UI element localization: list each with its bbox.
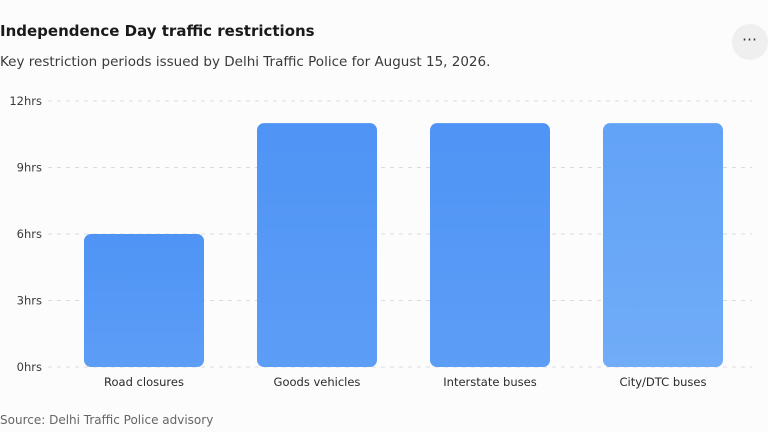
bar-interstate-buses[interactable]: [430, 123, 550, 368]
x-category-label: Interstate buses: [443, 375, 536, 389]
label-layer: 0hrs 3hrs 6hrs 9hrs 12hrs Road closures Goods …: [9, 94, 706, 389]
source-note: Source: Delhi Traffic Police advisory: [0, 413, 214, 427]
bar-road-closures[interactable]: [84, 234, 204, 367]
bar-goods-vehicles[interactable]: [257, 123, 377, 368]
x-category-label: City/DTC buses: [620, 375, 707, 389]
bar-layer: [84, 123, 723, 368]
x-category-label: Goods vehicles: [274, 375, 361, 389]
y-tick-label: 3hrs: [17, 294, 42, 308]
y-tick-label: 9hrs: [17, 161, 42, 175]
x-category-label: Road closures: [104, 375, 184, 389]
y-tick-label: 6hrs: [17, 227, 42, 241]
y-tick-label: 0hrs: [17, 360, 42, 374]
chart-subtitle: Key restriction periods issued by Delhi …: [0, 54, 491, 70]
more-options-icon: ⋯: [742, 30, 758, 48]
bar-city-dtc-buses[interactable]: [603, 123, 723, 368]
more-options-button[interactable]: ⋯: [732, 24, 768, 60]
chart-title: Independence Day traffic restrictions: [0, 22, 315, 40]
y-tick-label: 12hrs: [9, 94, 42, 108]
